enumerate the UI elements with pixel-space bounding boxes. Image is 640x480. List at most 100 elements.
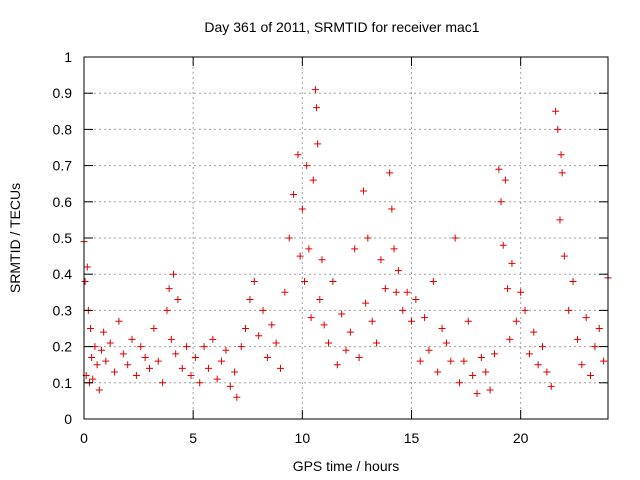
data-point: [600, 357, 608, 365]
data-point: [552, 107, 560, 115]
data-point: [172, 350, 180, 358]
y-tick-label: 0.2: [53, 339, 73, 355]
data-point: [355, 353, 363, 361]
x-tick-label: 15: [404, 430, 420, 446]
data-point: [543, 368, 551, 376]
data-point: [250, 277, 258, 285]
data-point: [325, 339, 333, 347]
data-point: [460, 357, 468, 365]
data-point: [394, 267, 402, 275]
data-point: [595, 325, 603, 332]
data-point: [81, 277, 89, 285]
x-tick-label: 5: [189, 430, 197, 446]
data-point: [290, 191, 298, 199]
data-point: [569, 277, 577, 285]
data-point: [170, 270, 178, 278]
data-point: [93, 361, 101, 369]
data-point: [303, 162, 311, 170]
y-tick-label: 0.3: [53, 302, 73, 318]
data-point: [456, 379, 464, 387]
data-point: [209, 335, 217, 343]
data-point: [305, 245, 313, 253]
y-tick-label: 1: [64, 49, 72, 65]
data-point: [364, 234, 372, 242]
data-point: [329, 277, 337, 285]
data-point: [560, 252, 568, 260]
data-point: [237, 343, 245, 351]
data-point: [490, 350, 498, 358]
data-point: [521, 306, 529, 314]
data-point: [416, 357, 424, 365]
data-point: [318, 256, 326, 264]
data-point: [242, 325, 250, 332]
data-point: [351, 245, 359, 253]
y-tick-label: 0.1: [53, 375, 73, 391]
data-point: [390, 245, 398, 253]
data-point: [163, 306, 171, 314]
data-point: [482, 368, 490, 376]
data-point: [464, 317, 472, 325]
data-point: [554, 125, 562, 133]
data-point: [451, 234, 459, 242]
axis-ticks: 00.10.20.30.40.50.60.70.80.910 5 10 15 20: [53, 49, 608, 446]
data-point: [309, 176, 317, 184]
data-point: [504, 285, 512, 293]
data-point: [565, 306, 573, 314]
data-point: [342, 346, 350, 354]
data-point: [174, 296, 182, 304]
data-point: [83, 263, 91, 271]
data-point: [89, 375, 97, 383]
data-point: [368, 317, 376, 325]
y-tick-label: 0.6: [53, 194, 73, 210]
data-point: [159, 379, 167, 387]
data-point: [320, 321, 328, 329]
data-point: [525, 350, 533, 358]
data-point: [141, 353, 149, 361]
data-point: [578, 361, 586, 369]
data-point: [150, 325, 158, 332]
data-point: [388, 205, 396, 213]
data-point: [146, 364, 153, 372]
data-point: [95, 386, 103, 394]
data-point: [403, 288, 411, 296]
data-point: [558, 169, 566, 177]
x-tick-label: 0: [80, 430, 88, 446]
y-tick-label: 0: [64, 411, 72, 427]
data-point: [434, 368, 442, 376]
data-point: [311, 86, 319, 94]
data-point: [213, 375, 221, 383]
data-point: [191, 353, 199, 361]
data-point: [506, 335, 514, 343]
data-point: [128, 335, 136, 343]
data-point: [333, 361, 341, 369]
y-axis-label: SRMTID / TECUs: [7, 183, 23, 293]
data-point: [497, 198, 505, 206]
data-point: [362, 299, 370, 307]
data-point: [408, 317, 415, 325]
data-point: [255, 332, 263, 340]
data-point: [469, 372, 477, 380]
data-point: [246, 296, 254, 304]
data-point: [499, 241, 507, 249]
data-point: [187, 372, 195, 380]
data-point: [377, 256, 385, 264]
data-point: [102, 357, 110, 365]
data-point: [115, 317, 123, 325]
data-point: [392, 288, 400, 296]
data-point: [442, 339, 450, 347]
data-point: [477, 353, 485, 361]
data-point: [272, 339, 280, 347]
data-point: [314, 140, 322, 148]
data-point: [111, 368, 119, 376]
data-point: [399, 306, 407, 314]
data-point: [87, 325, 95, 332]
data-point: [591, 343, 599, 351]
data-point: [495, 165, 503, 173]
data-point: [547, 382, 555, 390]
data-point: [137, 343, 145, 351]
data-point: [530, 328, 538, 336]
data-point: [268, 321, 276, 329]
data-point: [501, 176, 509, 184]
data-point: [106, 339, 114, 347]
data-point: [556, 216, 564, 224]
